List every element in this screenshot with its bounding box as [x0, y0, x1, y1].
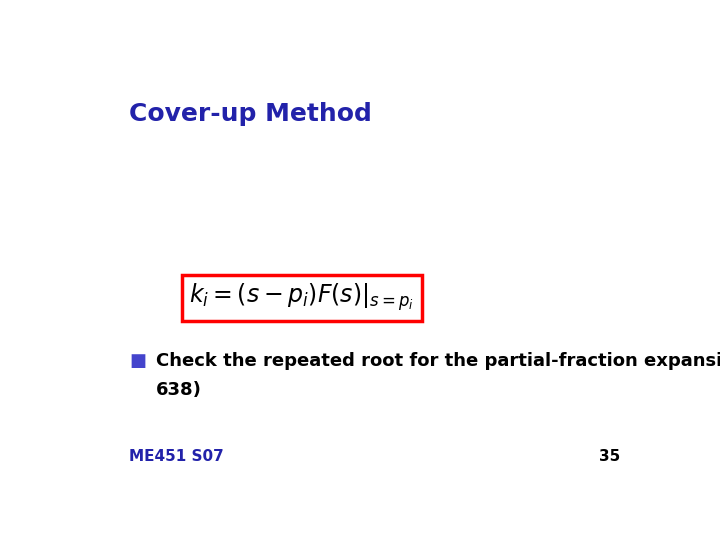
Text: ■: ■	[129, 352, 146, 370]
Text: $k_i = (s - p_i)F(s)|_{s=p_i}$: $k_i = (s - p_i)F(s)|_{s=p_i}$	[189, 282, 415, 314]
Text: Cover-up Method: Cover-up Method	[129, 102, 372, 126]
Text: Check the repeated root for the partial-fraction expansion (page: Check the repeated root for the partial-…	[156, 352, 720, 370]
Text: ME451 S07: ME451 S07	[129, 449, 224, 464]
Text: 638): 638)	[156, 381, 202, 399]
Text: 35: 35	[599, 449, 620, 464]
